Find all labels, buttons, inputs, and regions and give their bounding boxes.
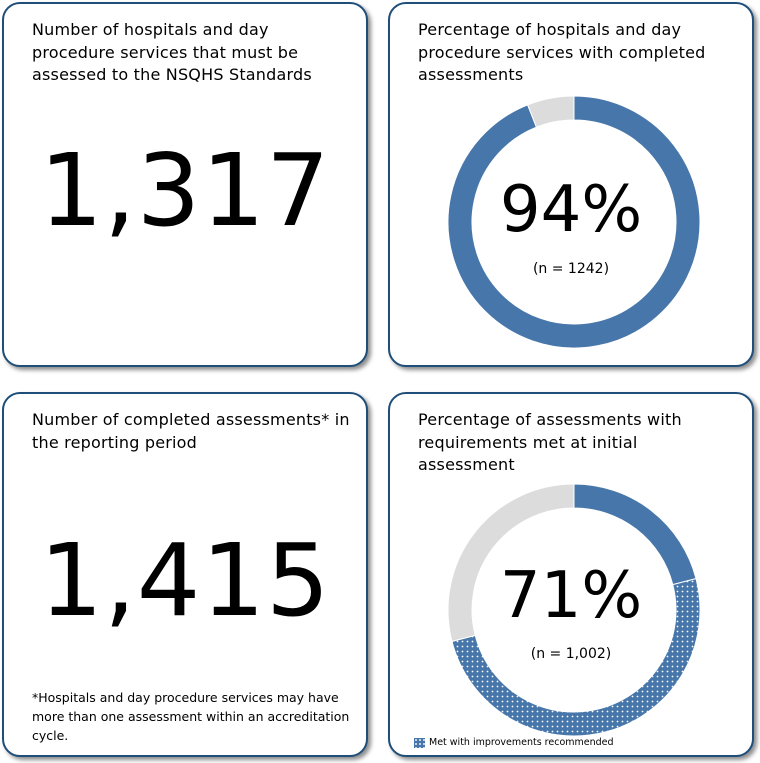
legend-swatch-dotted bbox=[414, 738, 425, 748]
donut-slice-not-completed bbox=[526, 95, 575, 128]
donut-slice-completed bbox=[447, 95, 701, 349]
completed-percentage-panel: Percentage of hospitals and day procedur… bbox=[388, 2, 754, 367]
sample-size-label: (n = 1242) bbox=[532, 261, 610, 277]
panel-title: Percentage of hospitals and day procedur… bbox=[418, 20, 706, 84]
requirements-met-panel: Percentage of assessments with requireme… bbox=[388, 392, 754, 757]
sample-size-label: (n = 1,002) bbox=[530, 646, 612, 662]
percentage-label: 71% bbox=[499, 559, 643, 633]
big-number: 1,415 bbox=[39, 522, 331, 639]
panel-title: Number of completed assessments* in the … bbox=[32, 410, 350, 452]
completed-donut-chart bbox=[447, 95, 701, 349]
panel-title: Percentage of assessments with requireme… bbox=[418, 410, 682, 474]
requirements-met-donut-chart bbox=[447, 483, 701, 737]
total-services-panel: Number of hospitals and day procedure se… bbox=[2, 2, 368, 367]
completed-assessments-panel: Number of completed assessments* in the … bbox=[2, 392, 368, 757]
legend-label: Met with improvements recommended bbox=[429, 737, 614, 748]
big-number: 1,317 bbox=[39, 132, 331, 249]
footnote: *Hospitals and day procedure services ma… bbox=[32, 690, 350, 743]
chart-legend: Met with improvements recommended bbox=[414, 737, 614, 749]
panel-title: Number of hospitals and day procedure se… bbox=[32, 20, 312, 84]
percentage-label: 94% bbox=[499, 173, 643, 247]
donut-slice-not-met-at-initial-assessment bbox=[447, 483, 575, 642]
